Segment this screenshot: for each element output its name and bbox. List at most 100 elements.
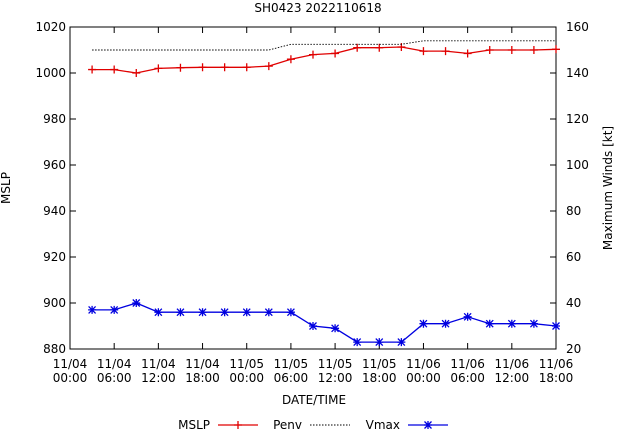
point-penv bbox=[463, 49, 472, 58]
plot-frame bbox=[69, 26, 557, 350]
legend-marker-penv bbox=[234, 421, 242, 429]
x-tick-label-time: 12:00 bbox=[141, 371, 176, 385]
y-tick-label: 880 bbox=[43, 342, 66, 356]
y-axis-title: MSLP bbox=[0, 172, 13, 204]
x-tick-label-date: 11/04 bbox=[141, 357, 176, 371]
y2-tick-label: 20 bbox=[566, 342, 581, 356]
series-layer bbox=[88, 40, 560, 347]
series-line-penv bbox=[92, 46, 557, 74]
point-penv bbox=[154, 64, 163, 73]
point-penv bbox=[286, 55, 295, 64]
y-tick-label: 1020 bbox=[35, 20, 66, 34]
x-tick-label-time: 18:00 bbox=[185, 371, 220, 385]
y-tick-label: 940 bbox=[43, 204, 66, 218]
x-tick-label-time: 18:00 bbox=[362, 371, 397, 385]
y2-tick-label: 140 bbox=[566, 66, 589, 80]
y2-tick-label: 120 bbox=[566, 112, 589, 126]
x-tick-label-time: 00:00 bbox=[53, 371, 88, 385]
x-tick-label-date: 11/04 bbox=[53, 357, 88, 371]
point-vmax bbox=[529, 319, 538, 328]
point-penv bbox=[264, 62, 273, 71]
series-line-vmax bbox=[92, 302, 557, 343]
point-vmax bbox=[286, 308, 295, 317]
series-line-mslp bbox=[92, 40, 556, 51]
point-vmax bbox=[485, 319, 494, 328]
x-tick-label-time: 12:00 bbox=[495, 371, 530, 385]
y2-tick-label: 40 bbox=[566, 296, 581, 310]
legend-label-penv: Penv bbox=[273, 418, 302, 432]
x-tick-label-date: 11/05 bbox=[274, 357, 309, 371]
x-tick-label-date: 11/05 bbox=[318, 357, 353, 371]
point-penv bbox=[309, 50, 317, 59]
y-tick-label: 980 bbox=[43, 112, 66, 126]
x-tick-label-date: 11/04 bbox=[97, 357, 132, 371]
point-penv bbox=[242, 63, 251, 72]
point-penv bbox=[507, 46, 516, 54]
point-penv bbox=[331, 49, 340, 58]
x-tick-label-date: 11/05 bbox=[362, 357, 397, 371]
point-vmax bbox=[132, 299, 141, 307]
x-tick-label-time: 06:00 bbox=[450, 371, 485, 385]
x-tick-label-date: 11/04 bbox=[185, 357, 220, 371]
point-vmax bbox=[154, 308, 163, 317]
point-vmax bbox=[441, 319, 450, 328]
axes: 880 900 920 940 960 980 1000 1020 20 40 60 80 100 120… bbox=[35, 20, 588, 385]
point-penv bbox=[220, 63, 229, 72]
point-penv bbox=[176, 63, 185, 72]
point-vmax bbox=[198, 308, 207, 317]
point-vmax bbox=[176, 308, 185, 317]
point-penv bbox=[110, 65, 119, 74]
x-tick-label-date: 11/06 bbox=[495, 357, 530, 371]
point-vmax bbox=[110, 305, 119, 314]
point-vmax bbox=[507, 319, 516, 328]
x-tick-label-time: 00:00 bbox=[406, 371, 441, 385]
point-vmax bbox=[220, 308, 229, 317]
point-vmax bbox=[242, 308, 251, 317]
x-tick-label-time: 18:00 bbox=[539, 371, 574, 385]
x-tick-label-date: 11/06 bbox=[450, 357, 485, 371]
x-tick-label-date: 11/05 bbox=[229, 357, 264, 371]
legend-label-vmax: Vmax bbox=[366, 418, 400, 432]
point-penv bbox=[485, 46, 494, 54]
y-tick-label: 960 bbox=[43, 158, 66, 172]
point-penv bbox=[375, 43, 384, 52]
point-vmax bbox=[397, 338, 406, 347]
point-vmax bbox=[331, 324, 340, 333]
x-tick-label-time: 12:00 bbox=[318, 371, 353, 385]
y-tick-label: 920 bbox=[43, 250, 66, 264]
y2-tick-label: 60 bbox=[566, 250, 581, 264]
point-penv bbox=[441, 47, 450, 56]
x-tick-label-date: 11/06 bbox=[406, 357, 441, 371]
y2-axis-title: Maximum Winds [kt] bbox=[601, 126, 615, 250]
point-penv bbox=[552, 45, 560, 54]
x-tick-label-date: 11/06 bbox=[539, 357, 574, 371]
y2-tick-label: 80 bbox=[566, 204, 581, 218]
legend-label-mslp: MSLP bbox=[178, 418, 210, 432]
x-tick-label-time: 06:00 bbox=[97, 371, 132, 385]
point-vmax bbox=[309, 322, 317, 330]
point-vmax bbox=[353, 338, 362, 347]
point-penv bbox=[132, 69, 141, 77]
legend-marker-vmax bbox=[424, 421, 432, 429]
y-tick-label: 900 bbox=[43, 296, 66, 310]
point-penv bbox=[198, 63, 207, 72]
x-tick-label-time: 06:00 bbox=[274, 371, 309, 385]
x-tick-label-time: 00:00 bbox=[229, 371, 264, 385]
point-penv bbox=[353, 43, 362, 52]
chart-title: SH0423 2022110618 bbox=[254, 1, 381, 15]
point-penv bbox=[419, 47, 428, 56]
y2-tick-label: 100 bbox=[566, 158, 589, 172]
point-vmax bbox=[419, 319, 428, 328]
point-vmax bbox=[88, 305, 97, 314]
point-penv bbox=[529, 46, 538, 54]
point-vmax bbox=[264, 308, 273, 317]
y2-tick-label: 160 bbox=[566, 20, 589, 34]
point-vmax bbox=[552, 322, 560, 330]
legend: MSLP Penv Vmax bbox=[178, 418, 448, 432]
x-axis-title: DATE/TIME bbox=[282, 393, 346, 407]
y-tick-label: 1000 bbox=[35, 66, 66, 80]
point-penv bbox=[88, 65, 97, 74]
point-vmax bbox=[463, 312, 472, 321]
point-vmax bbox=[375, 338, 384, 347]
